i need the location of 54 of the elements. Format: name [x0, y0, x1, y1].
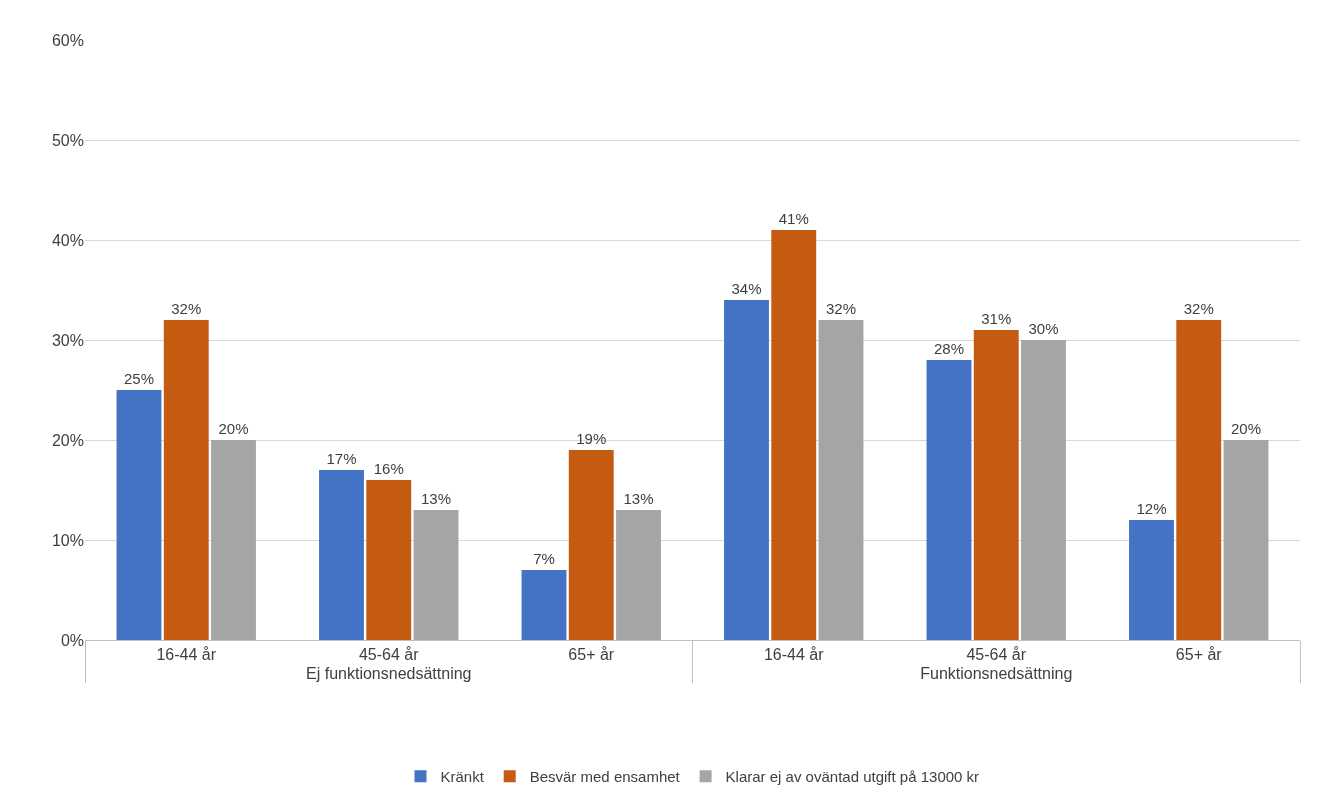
x-tick-label: 16-44 år — [156, 646, 217, 664]
text: Funktionsnedsättning — [920, 665, 1073, 683]
y-tick-label: 50% — [51, 131, 84, 149]
data-label: 7% — [533, 550, 555, 567]
legend-label: Klarar ej av oväntad utgift på 13000 kr — [725, 768, 980, 786]
legend-label: Kränkt — [440, 768, 485, 786]
data-label: 17% — [326, 450, 357, 467]
data-label: 16% — [373, 460, 404, 477]
data-label: 31% — [981, 310, 1012, 327]
x-tick-label: 16-44 år — [763, 646, 825, 664]
bar — [1021, 340, 1066, 640]
data-label: 19% — [576, 430, 607, 447]
data-label: 34% — [731, 280, 762, 297]
bar — [116, 390, 162, 640]
data-label: 28% — [933, 340, 965, 357]
bar — [724, 300, 769, 640]
data-label: 32% — [825, 300, 857, 317]
y-tick-label: 40% — [51, 231, 84, 249]
bar — [973, 330, 1019, 640]
x-tick-label: 45-64 år — [966, 646, 1027, 664]
x-tick-label: 45-64 år — [358, 646, 420, 664]
y-tick-label: 20% — [51, 431, 84, 449]
bar — [568, 450, 614, 640]
data-label: 32% — [171, 300, 202, 317]
y-tick-label: 0% — [60, 631, 84, 649]
bar — [926, 360, 972, 640]
bar — [1223, 440, 1269, 640]
bar — [521, 570, 567, 640]
bar — [211, 440, 256, 640]
data-label: 13% — [623, 490, 654, 507]
bar — [413, 510, 459, 640]
data-label: 20% — [1230, 420, 1262, 437]
y-tick-label: 60% — [51, 31, 84, 49]
data-label: 30% — [1028, 320, 1059, 337]
data-label: 12% — [1136, 500, 1167, 517]
bar — [319, 470, 364, 640]
data-label: 25% — [123, 370, 155, 387]
data-label: 41% — [778, 210, 809, 227]
bar — [1129, 520, 1174, 640]
data-label: 13% — [420, 490, 452, 507]
bar — [771, 230, 817, 640]
bar — [616, 510, 661, 640]
y-tick-label: 10% — [51, 531, 84, 549]
data-label: 20% — [218, 420, 249, 437]
y-tick-label: 30% — [51, 331, 84, 349]
bar — [163, 320, 209, 640]
bar — [366, 480, 412, 640]
data-label: 32% — [1183, 300, 1214, 317]
legend-label: Besvär med ensamhet — [529, 768, 681, 786]
bar — [818, 320, 864, 640]
text: Ej funktionsnedsättning — [306, 665, 472, 683]
x-tick-label: 65+ år — [568, 646, 615, 664]
x-tick-label: 65+ år — [1175, 646, 1223, 664]
bar — [1176, 320, 1222, 640]
